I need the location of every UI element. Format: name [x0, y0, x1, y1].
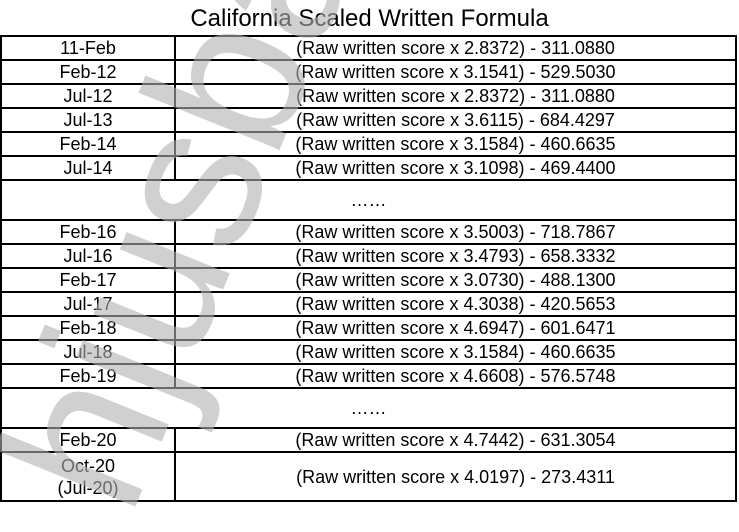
formula-cell: (Raw written score x 3.1584) - 460.6635: [174, 131, 737, 157]
date-text: Feb-12: [59, 62, 117, 82]
table-row: Feb-14 (Raw written score x 3.1584) - 460…: [0, 131, 737, 157]
date-text: Feb-19: [59, 366, 117, 386]
formula-cell: (Raw written score x 3.1541) - 529.5030: [174, 59, 737, 85]
table-row: Feb-12 (Raw written score x 3.1541) - 529…: [0, 59, 737, 85]
date-text: Feb-14: [59, 134, 117, 154]
formula-cell: (Raw written score x 3.0730) - 488.1300: [174, 267, 737, 293]
table-row: 11-Feb (Raw written score x 2.8372) - 311…: [0, 35, 737, 61]
formula-cell: (Raw written score x 3.6115) - 684.4297: [174, 107, 737, 133]
ellipsis-row: ……: [0, 179, 737, 221]
date-text: Jul-18: [63, 342, 113, 362]
date-cell: Feb-12: [0, 59, 176, 85]
date-cell: Feb-14: [0, 131, 176, 157]
date-cell: Jul-17: [0, 291, 176, 317]
formula-cell: (Raw written score x 4.6947) - 601.6471: [174, 315, 737, 341]
table-row: Feb-19 (Raw written score x 4.6608) - 576…: [0, 363, 737, 389]
date-alt-text: (Jul-20): [57, 477, 119, 498]
date-cell: Feb-20: [0, 427, 176, 453]
date-text: Jul-13: [63, 110, 113, 130]
date-cell: Feb-16: [0, 219, 176, 245]
table-row: Feb-16 (Raw written score x 3.5003) - 718…: [0, 219, 737, 245]
table-row: Jul-16 (Raw written score x 3.4793) - 658…: [0, 243, 737, 269]
date-cell: Jul-13: [0, 107, 176, 133]
date-text: Feb-20: [59, 430, 117, 450]
table-row: Jul-18 (Raw written score x 3.1584) - 460…: [0, 339, 737, 365]
date-cell: Jul-16: [0, 243, 176, 269]
date-cell: Feb-19: [0, 363, 176, 389]
date-cell: Jul-12: [0, 83, 176, 109]
date-cell: Oct-20 (Jul-20): [0, 451, 176, 502]
table-row: Jul-17 (Raw written score x 4.3038) - 420…: [0, 291, 737, 317]
date-cell: Jul-18: [0, 339, 176, 365]
formula-cell: (Raw written score x 2.8372) - 311.0880: [174, 83, 737, 109]
formula-cell: (Raw written score x 3.1584) - 460.6635: [174, 339, 737, 365]
formula-cell: (Raw written score x 4.7442) - 631.3054: [174, 427, 737, 453]
formula-cell: (Raw written score x 3.4793) - 658.3332: [174, 243, 737, 269]
date-text: Jul-12: [63, 86, 113, 106]
date-cell: Jul-14: [0, 155, 176, 181]
table-row: Jul-12 (Raw written score x 2.8372) - 311…: [0, 83, 737, 109]
table-row: Jul-13 (Raw written score x 3.6115) - 684…: [0, 107, 737, 133]
table-row: Feb-20 (Raw written score x 4.7442) - 631…: [0, 427, 737, 453]
formula-cell: (Raw written score x 4.0197) - 273.4311: [174, 451, 737, 502]
formula-cell: (Raw written score x 2.8372) - 311.0880: [174, 35, 737, 61]
ellipsis-row: ……: [0, 387, 737, 429]
date-text: Jul-17: [63, 294, 113, 314]
table-title: California Scaled Written Formula: [190, 5, 549, 32]
ellipsis-cell: ……: [0, 387, 737, 429]
date-text: Jul-14: [63, 158, 113, 178]
date-text: Feb-17: [59, 270, 117, 290]
date-cell: Feb-18: [0, 315, 176, 341]
formula-cell: (Raw written score x 4.6608) - 576.5748: [174, 363, 737, 389]
formula-cell: (Raw written score x 4.3038) - 420.5653: [174, 291, 737, 317]
date-text: Feb-18: [59, 318, 117, 338]
formula-cell: (Raw written score x 3.5003) - 718.7867: [174, 219, 737, 245]
ellipsis-cell: ……: [0, 179, 737, 221]
date-text: Feb-16: [59, 222, 117, 242]
date-cell: Feb-17: [0, 267, 176, 293]
table-row: Oct-20 (Jul-20) (Raw written score x 4.019…: [0, 451, 737, 502]
date-text: 11-Feb: [60, 38, 116, 58]
formula-cell: (Raw written score x 3.1098) - 469.4400: [174, 155, 737, 181]
date-cell: 11-Feb: [0, 35, 176, 61]
table-row: Feb-18 (Raw written score x 4.6947) - 601…: [0, 315, 737, 341]
date-text: Jul-16: [63, 246, 113, 266]
date-text: Oct-20: [60, 455, 116, 476]
table-row: Jul-14 (Raw written score x 3.1098) - 469…: [0, 155, 737, 181]
table-row: Feb-17 (Raw written score x 3.0730) - 488…: [0, 267, 737, 293]
formula-table: 11-Feb (Raw written score x 2.8372) - 311…: [0, 35, 737, 502]
